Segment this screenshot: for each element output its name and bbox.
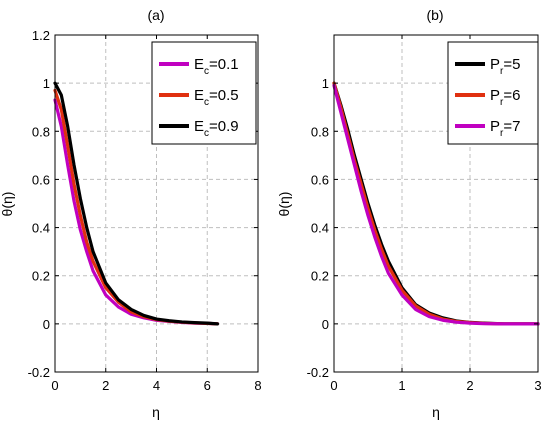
panel-a-y-tick-label: 0.6 [32,172,50,187]
panel-a-y-axis-label: θ(η) [0,192,15,217]
panel-b-x-tick-label: 2 [466,378,473,393]
panel-a-x-tick-label: 0 [51,378,58,393]
panel-b: (b) θ(η) η 0 1 2 3-0.200.20.40.60.81 Pr=5Pr… [276,7,542,420]
panel-a-x-axis-label: η [152,404,160,420]
panel-b-y-tick-label: 0.4 [311,221,329,236]
panel-b-x-tick-label: 0 [330,378,337,393]
panel-a-x-tick-label: 8 [254,378,261,393]
panel-a-y-tick-label: 0.4 [32,221,50,236]
panel-a-legend-label-3: Ec=0.9 [194,118,239,139]
panel-a-y-tick-label: -0.2 [28,365,50,380]
panel-b-y-axis-label: θ(η) [276,192,292,217]
panel-b-y-tick-label: 0.2 [311,269,329,284]
panel-a-x-tick-label: 4 [153,378,160,393]
panel-b-x-axis-label: η [432,404,440,420]
panel-a-y-tick-label: 1.2 [32,28,50,43]
panel-a-y-tick-label: 1 [43,76,50,91]
panel-b-x-tick-label: 3 [534,378,541,393]
panel-b-title: (b) [426,7,443,23]
panel-b-axes-box [333,34,539,373]
panel-a-y-tick-label: 0 [43,317,50,332]
panel-b-legend-label-2: Pr=6 [490,87,520,108]
panel-a-x-tick-label: 6 [204,378,211,393]
panel-a-x-tick-label: 2 [102,378,109,393]
panel-a-legend-label-1: Ec=0.1 [194,56,239,77]
panel-a-title: (a) [147,7,164,23]
panel-a-legend-label-2: Ec=0.5 [194,87,239,108]
panel-b-legend-label-3: Pr=7 [490,118,520,139]
panel-a-series-line-3 [53,81,219,326]
panel-b-y-tick-label: 1 [322,76,329,91]
panel-b-y-tick-label: 0 [322,317,329,332]
panel-a-y-tick-label: 0.8 [32,124,50,139]
panel-a-legend: Ec=0.1 Ec=0.5 Ec=0.9 [151,41,257,145]
panel-b-x-tick-label: 1 [398,378,405,393]
panel-b-legend: Pr=5 Pr=6 Pr=7 [447,41,539,145]
panel-b-y-tick-label: -0.2 [307,365,329,380]
panel-b-series-line-3 [332,83,540,326]
panel-b-y-tick-label: 0.8 [311,124,329,139]
panel-a-y-tick-label: 0.2 [32,269,50,284]
panel-b-y-tick-label: 0.6 [311,172,329,187]
panel-a: (a) θ(η) η 0 2 4 6 8-0.200.20.40.60.811.2 Ec… [0,7,262,420]
panel-b-legend-label-1: Pr=5 [490,56,520,77]
